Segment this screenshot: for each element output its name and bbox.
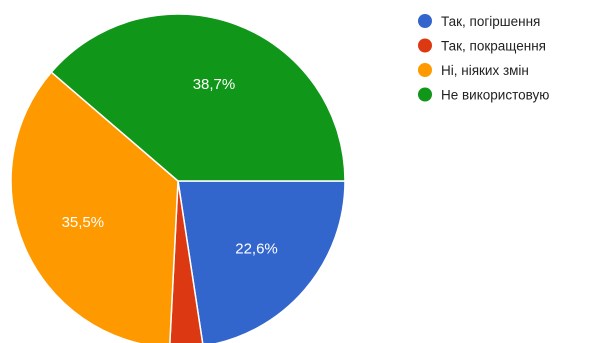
legend-label-4: Не використовую	[441, 88, 549, 103]
slice-labels: 22,6% 35,5% 38,7%	[62, 76, 278, 258]
data-label-1: 22,6%	[235, 240, 278, 257]
data-label-3: 35,5%	[62, 214, 105, 231]
pie-slice-1[interactable]	[177, 180, 346, 343]
pie-slice-2[interactable]	[169, 180, 204, 343]
legend-label-2: Так, покращення	[441, 39, 546, 54]
legend-marker-4	[418, 87, 432, 102]
pie-slice-4[interactable]	[50, 13, 346, 182]
legend-label-3: Ні, ніяких змін	[441, 63, 529, 78]
legend-label-1: Так, погіршення	[441, 14, 540, 29]
pie-slice-3[interactable]	[10, 71, 179, 343]
legend-marker-3	[418, 63, 432, 77]
legend-marker-1	[418, 14, 432, 28]
legend-marker-2	[418, 38, 432, 53]
pie-slices	[10, 13, 346, 343]
legend: Так, погіршення Так, покращення Ні, ніяких…	[418, 14, 549, 103]
data-label-4: 38,7%	[193, 76, 236, 93]
